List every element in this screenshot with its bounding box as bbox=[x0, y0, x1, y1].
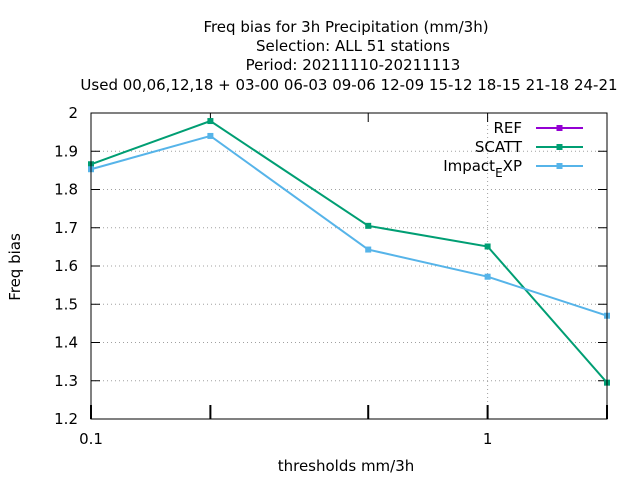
y-tick-labels: 1.2 1.3 1.4 1.5 1.6 1.7 1.8 1.9 2 bbox=[54, 104, 78, 428]
y-tick-label: 1.7 bbox=[54, 219, 78, 237]
y-tick-label: 1.6 bbox=[54, 257, 78, 275]
x-axis-label: thresholds mm/3h bbox=[278, 457, 415, 475]
legend-label-rest: XP bbox=[503, 157, 522, 175]
data-point bbox=[484, 273, 491, 280]
legend-label: SCATT bbox=[475, 138, 523, 156]
data-point bbox=[365, 222, 372, 229]
x-tick-label: 0.1 bbox=[79, 430, 103, 448]
legend-swatch-marker bbox=[556, 125, 563, 131]
title-line-4: Used 00,06,12,18 + 03-00 06-03 09-06 12-… bbox=[80, 76, 617, 94]
legend-swatch-marker bbox=[556, 163, 563, 169]
legend-label: REF bbox=[493, 119, 522, 137]
y-tick-label: 1.2 bbox=[54, 410, 78, 428]
series-line bbox=[90, 119, 608, 384]
plot-border bbox=[90, 112, 608, 420]
data-point bbox=[207, 118, 214, 125]
title-line-2: Selection: ALL 51 stations bbox=[256, 37, 450, 55]
series-line bbox=[90, 134, 608, 317]
y-tick-label: 1.5 bbox=[54, 295, 78, 313]
data-point bbox=[365, 246, 372, 253]
data-point bbox=[207, 132, 214, 139]
legend-label: ImpactEXP bbox=[443, 157, 522, 180]
data-point bbox=[484, 243, 491, 250]
grid bbox=[91, 112, 607, 420]
title-line-1: Freq bias for 3h Precipitation (mm/3h) bbox=[203, 18, 488, 36]
y-axis-label: Freq bias bbox=[6, 233, 24, 301]
title-line-3: Period: 20211110-20211113 bbox=[246, 56, 461, 74]
y-tick-label: 1.9 bbox=[54, 142, 78, 160]
series-layer bbox=[88, 118, 610, 386]
x-tick-label: 1 bbox=[483, 430, 493, 448]
legend-label-subscript: E bbox=[495, 166, 503, 180]
axis-ticks bbox=[90, 112, 608, 420]
chart-title: Freq bias for 3h Precipitation (mm/3h) S… bbox=[80, 18, 617, 94]
legend-label-main: Impact bbox=[443, 157, 495, 175]
y-tick-label: 1.3 bbox=[54, 372, 78, 390]
y-tick-label: 2 bbox=[68, 104, 78, 122]
y-tick-label: 1.8 bbox=[54, 181, 78, 199]
x-tick-labels: 0.1 1 bbox=[79, 430, 492, 448]
legend-swatch-marker bbox=[556, 144, 563, 150]
y-tick-label: 1.4 bbox=[54, 334, 78, 352]
